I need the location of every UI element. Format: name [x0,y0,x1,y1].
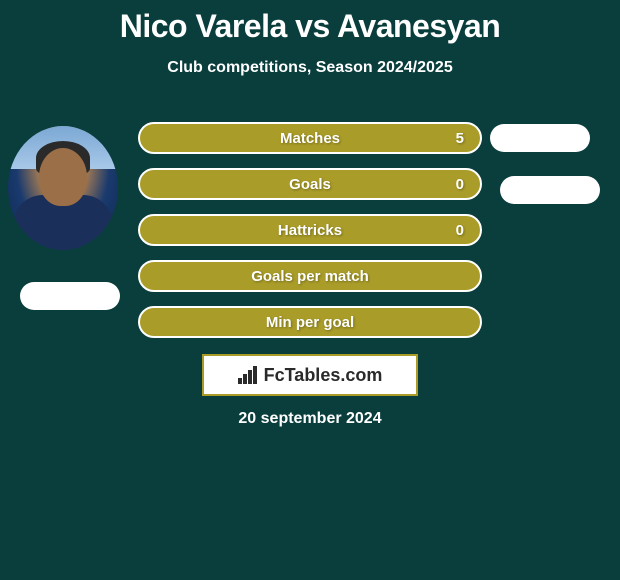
stat-row-matches: Matches 5 [138,122,482,154]
stat-label: Hattricks [278,222,342,239]
bubble-bottom-left [20,282,120,310]
stat-row-goals: Goals 0 [138,168,482,200]
stat-row-hattricks: Hattricks 0 [138,214,482,246]
page-title: Nico Varela vs Avanesyan [0,0,620,45]
stat-label: Goals per match [251,268,369,285]
stat-row-goals-per-match: Goals per match [138,260,482,292]
stat-value: 0 [456,176,464,193]
player-avatar-left [8,126,118,250]
page-subtitle: Club competitions, Season 2024/2025 [0,59,620,77]
brand-box[interactable]: FcTables.com [202,354,418,396]
stat-label: Matches [280,130,340,147]
stat-row-min-per-goal: Min per goal [138,306,482,338]
bar-chart-icon [238,366,260,384]
bubble-mid-right [500,176,600,204]
stats-container: Matches 5 Goals 0 Hattricks 0 Goals per … [138,122,482,338]
footer-date: 20 september 2024 [238,410,381,428]
stat-label: Goals [289,176,331,193]
bubble-top-right [490,124,590,152]
stat-value: 0 [456,222,464,239]
stat-label: Min per goal [266,314,354,331]
stat-value: 5 [456,130,464,147]
brand-text: FcTables.com [264,365,383,386]
